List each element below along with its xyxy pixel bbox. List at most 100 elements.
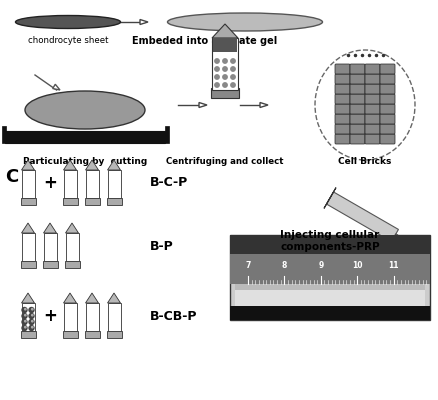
FancyBboxPatch shape [335,134,350,144]
FancyBboxPatch shape [365,64,380,74]
Polygon shape [21,293,35,303]
FancyBboxPatch shape [365,84,380,94]
Circle shape [223,83,227,87]
Polygon shape [64,160,77,170]
FancyBboxPatch shape [165,126,169,143]
FancyBboxPatch shape [380,84,395,94]
FancyBboxPatch shape [365,104,380,114]
Text: Centrifuging and collect: Centrifuging and collect [166,157,284,166]
Circle shape [22,314,27,318]
Polygon shape [53,84,60,90]
FancyBboxPatch shape [106,198,121,205]
Polygon shape [21,223,35,233]
Circle shape [25,320,26,322]
FancyBboxPatch shape [230,306,430,320]
FancyBboxPatch shape [106,331,121,338]
FancyBboxPatch shape [21,198,35,205]
FancyBboxPatch shape [85,303,99,331]
Circle shape [25,314,26,316]
Text: +: + [43,307,57,325]
Circle shape [32,326,33,328]
Text: 10: 10 [352,262,363,270]
FancyBboxPatch shape [350,134,365,144]
FancyBboxPatch shape [21,331,35,338]
Polygon shape [107,160,120,170]
FancyBboxPatch shape [21,233,35,261]
FancyBboxPatch shape [350,114,365,124]
FancyBboxPatch shape [365,124,380,134]
Text: 8: 8 [282,262,287,270]
FancyBboxPatch shape [211,88,239,98]
Polygon shape [43,223,57,233]
Circle shape [32,308,33,310]
Polygon shape [260,102,268,108]
Polygon shape [212,24,238,38]
Circle shape [22,320,27,324]
Circle shape [215,67,219,71]
FancyBboxPatch shape [64,170,77,198]
FancyBboxPatch shape [335,84,350,94]
FancyBboxPatch shape [63,198,78,205]
FancyBboxPatch shape [380,94,395,104]
FancyBboxPatch shape [350,104,365,114]
FancyBboxPatch shape [230,235,430,254]
FancyBboxPatch shape [235,284,425,306]
Text: +: + [43,174,57,192]
FancyBboxPatch shape [85,198,99,205]
Circle shape [231,67,235,71]
FancyBboxPatch shape [43,233,57,261]
FancyBboxPatch shape [350,64,365,74]
Circle shape [29,320,34,324]
FancyBboxPatch shape [85,331,99,338]
FancyBboxPatch shape [64,261,80,268]
Circle shape [29,308,34,312]
FancyBboxPatch shape [230,235,430,320]
Text: B-CB-P: B-CB-P [150,310,198,322]
FancyBboxPatch shape [64,303,77,331]
FancyBboxPatch shape [380,134,395,144]
FancyBboxPatch shape [380,114,395,124]
FancyBboxPatch shape [21,261,35,268]
FancyBboxPatch shape [42,261,57,268]
Text: 7: 7 [245,262,251,270]
FancyBboxPatch shape [2,126,6,143]
FancyBboxPatch shape [380,124,395,134]
FancyBboxPatch shape [350,124,365,134]
FancyBboxPatch shape [365,134,380,144]
Text: C: C [5,168,18,186]
Text: Cell Bricks: Cell Bricks [338,157,392,166]
Circle shape [22,326,27,330]
FancyBboxPatch shape [21,170,35,198]
FancyBboxPatch shape [335,124,350,134]
Circle shape [223,75,227,79]
FancyBboxPatch shape [380,74,395,84]
Circle shape [25,308,26,310]
FancyBboxPatch shape [365,94,380,104]
Text: B-C-P: B-C-P [150,176,188,190]
FancyBboxPatch shape [107,170,120,198]
FancyBboxPatch shape [335,94,350,104]
Text: 9: 9 [318,262,323,270]
FancyBboxPatch shape [63,331,78,338]
Circle shape [223,67,227,71]
Circle shape [231,59,235,63]
Text: 11: 11 [389,262,399,270]
FancyBboxPatch shape [335,104,350,114]
FancyBboxPatch shape [380,104,395,114]
Text: Embeded into alginate gel: Embeded into alginate gel [132,36,278,46]
Circle shape [215,75,219,79]
FancyBboxPatch shape [350,94,365,104]
Circle shape [223,59,227,63]
Polygon shape [85,160,99,170]
FancyBboxPatch shape [107,303,120,331]
Polygon shape [21,160,35,170]
Ellipse shape [25,91,145,129]
Circle shape [215,59,219,63]
Text: B-P: B-P [150,240,174,252]
Circle shape [231,75,235,79]
FancyBboxPatch shape [350,74,365,84]
Ellipse shape [167,13,322,31]
FancyBboxPatch shape [335,74,350,84]
FancyBboxPatch shape [365,114,380,124]
FancyBboxPatch shape [365,74,380,84]
